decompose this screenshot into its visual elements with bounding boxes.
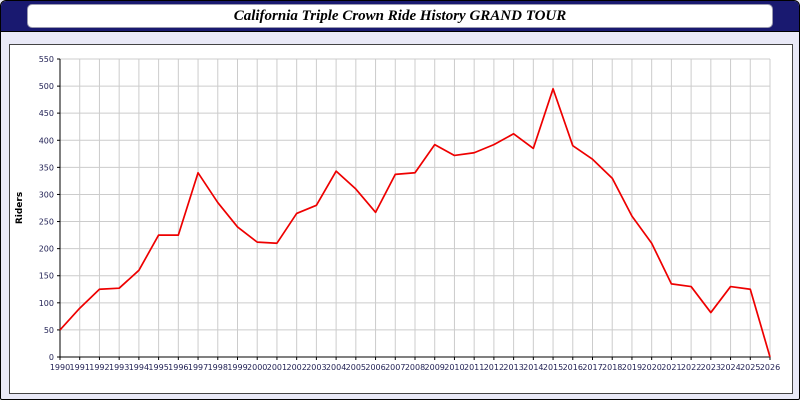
x-tick-label: 1998 [208,363,228,372]
x-tick-label: 2003 [306,363,326,372]
x-tick-label: 2022 [681,363,701,372]
x-tick-label: 2014 [523,363,543,372]
y-tick-label: 550 [39,55,54,64]
x-tick-label: 2020 [641,363,661,372]
x-tick-label: 2013 [503,363,523,372]
x-tick-label: 2006 [365,363,385,372]
title-banner: California Triple Crown Ride History GRA… [1,1,799,32]
x-tick-label: 1996 [168,363,188,372]
x-tick-label: 2007 [385,363,405,372]
x-tick-label: 2009 [425,363,445,372]
x-tick-label: 2015 [543,363,563,372]
y-tick-label: 450 [39,109,54,118]
ride-history-line-chart: 1990 1991 1992 1993 1994 1995 1996 1997 1998 1999… [15,55,780,372]
x-tick-label: 2004 [326,363,346,372]
chart-title: California Triple Crown Ride History GRA… [233,7,567,24]
x-tick-label: 2025 [740,363,760,372]
x-tick-label: 2023 [701,363,721,372]
x-tick-label: 1991 [70,363,90,372]
x-tick-label: 2018 [602,363,622,372]
x-tick-label: 2021 [661,363,681,372]
x-tick-label: 2002 [286,363,306,372]
title-box: California Triple Crown Ride History GRA… [27,4,773,28]
chart-panel: 1990 1991 1992 1993 1994 1995 1996 1997 1998 1999… [9,44,793,394]
x-tick-label: 2024 [720,363,740,372]
x-tick-label: 1992 [89,363,109,372]
x-tick-label: 2008 [405,363,425,372]
x-tick-label: 2019 [622,363,642,372]
x-tick-label: 2011 [464,363,484,372]
x-tick-label: 2000 [247,363,267,372]
x-tick-label: 2017 [582,363,602,372]
x-tick-label: 1990 [50,363,70,372]
x-tick-label: 1999 [227,363,247,372]
riders-data-line [59,87,771,358]
y-tick-label: 500 [39,82,54,91]
x-tick-label: 1994 [129,363,149,372]
x-tick-label: 2016 [563,363,583,372]
y-tick-label: 50 [44,326,54,335]
x-tick-label: 2012 [484,363,504,372]
x-tick-label: 1995 [148,363,168,372]
y-tick-label: 250 [39,218,54,227]
y-tick-label: 150 [39,272,54,281]
x-tick-label: 1993 [109,363,129,372]
y-tick-label: 0 [49,353,54,362]
y-tick-label: 350 [39,163,54,172]
x-tick-label: 2026 [760,363,780,372]
x-tick-label: 2005 [346,363,366,372]
y-tick-label: 300 [39,190,54,199]
y-tick-label: 100 [39,299,54,308]
y-axis-title: Riders [15,192,25,224]
y-tick-label: 200 [39,245,54,254]
y-tick-label: 400 [39,136,54,145]
x-tick-label: 2001 [267,363,287,372]
x-tick-label: 1997 [188,363,208,372]
x-tick-label: 2010 [444,363,464,372]
